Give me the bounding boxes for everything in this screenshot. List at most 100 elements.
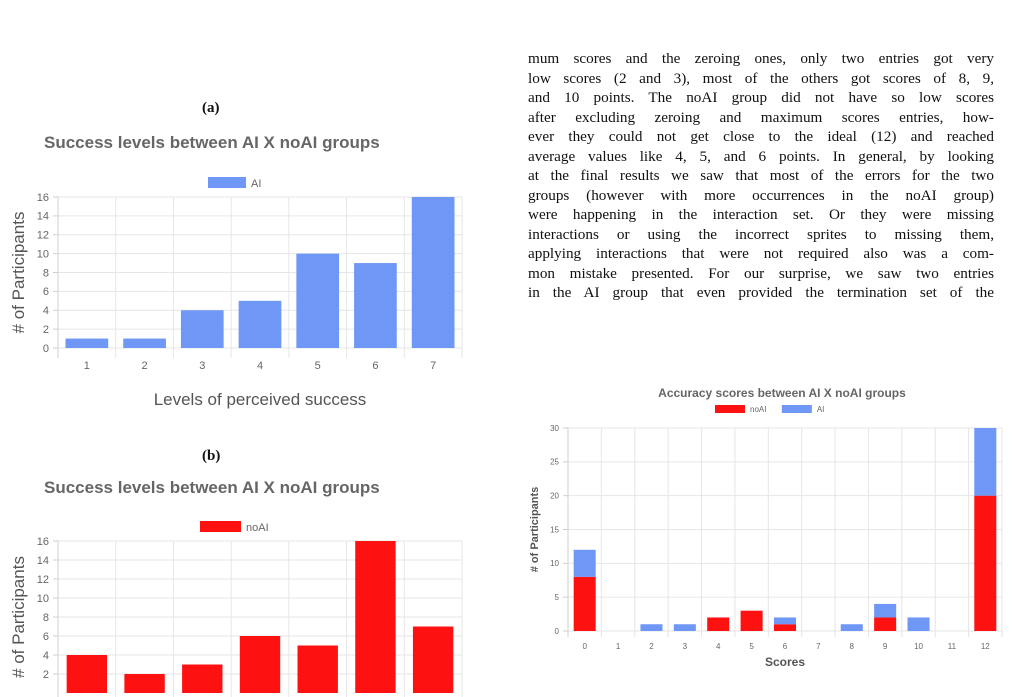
chart-a-xtick-label: 7 [430,360,436,372]
chart-c-bar-noai-9 [874,617,897,631]
body-line: at the final results we saw that most of… [528,167,994,184]
chart-c-ytick-label: 20 [550,491,559,500]
chart-b-ytick-label: 10 [37,593,49,605]
chart-a-xtick-label: 5 [315,360,321,372]
chart-c-ytick-label: 5 [555,593,560,602]
chart-a-xtick-label: 1 [84,360,90,372]
chart-c-bar-ai-6 [773,617,797,625]
chart-b-bar-noai-1 [66,655,108,693]
body-line: and 10 points. The noAI group did not ha… [528,89,994,106]
body-line: mon mistake presented. For our surprise,… [528,264,994,282]
chart-c-ytick-label: 0 [555,627,560,636]
chart-c-bar-noai-5 [740,610,763,631]
chart-c-xtick-label: 12 [981,642,990,651]
chart-c-xtick-label: 5 [749,642,754,651]
chart-a-ytick-label: 16 [37,192,49,204]
chart-a-xtick-label: 3 [199,360,205,372]
chart-c-xtick-label: 8 [850,642,855,651]
chart-a-ytick-label: 6 [43,286,49,298]
chart-a-bar-ai-1 [65,338,109,348]
chart-a-ytick-label: 0 [43,343,49,355]
chart-c-xtick-label: 2 [649,642,654,651]
chart-b-bar-noai-7 [412,626,454,693]
body-line: applying interactions that were not requ… [528,245,994,262]
chart-c-bar-ai-9 [874,603,897,618]
chart-c-xtick-label: 4 [716,642,721,651]
chart-b-bar-noai-6 [355,541,396,693]
chart-c-ylabel: # of Participants [529,487,541,573]
body-line: in the AI group that even provided the t… [528,284,994,301]
chart-a-bar-ai-5 [296,253,340,348]
chart-b-legend-label-noai: noAI [246,522,269,534]
body-line: groups (however with more occurrences in… [528,186,994,204]
chart-c-bar-noai-0 [573,576,596,631]
body-line: mum scores and the zeroing ones, only tw… [528,50,994,67]
chart-c-xtick-label: 7 [816,642,821,651]
chart-a-bar-ai-4 [238,300,282,348]
body-line: were happening in the interaction set. O… [528,206,994,223]
chart-b-legend-swatch-noai [200,521,241,532]
body-line: low scores (2 and 3), most of the others… [528,69,994,87]
chart-b-ytick-label: 6 [43,631,49,643]
chart-b-ytick-label: 16 [37,536,49,548]
chart-b-ytick-label: 2 [43,669,49,681]
chart-b-title: Success levels between AI X noAI groups [44,478,380,497]
chart-c-legend-label-ai: AI [817,405,825,414]
chart-c-bar-ai-3 [673,624,696,631]
chart-c-xtick-label: 3 [683,642,688,651]
chart-a-ylabel: # of Participants [9,212,28,334]
chart-c-xlabel: Scores [765,655,805,669]
chart-b-ytick-label: 8 [43,612,49,624]
chart-a-title: Success levels between AI X noAI groups [44,133,380,152]
chart-a-legend-label-ai: AI [251,178,261,190]
chart-c-bar-noai-12 [974,495,997,631]
chart-c-ytick-label: 10 [550,559,559,568]
chart-b-ytick-label: 14 [37,555,49,567]
chart-c-bar-ai-0 [573,549,596,577]
body-text: mum scores and the zeroing ones, only tw… [528,49,994,303]
chart-c-title: Accuracy scores between AI X noAI groups [658,386,906,400]
chart-c-ytick-label: 25 [550,458,559,467]
chart-c-legend-swatch-ai [781,405,812,413]
caption-b: (b) [202,448,221,464]
chart-c-bar-ai-10 [907,617,930,631]
chart-b-ylabel: # of Participants [9,556,28,678]
chart-b-ytick-label: 12 [37,574,49,586]
chart-c-legend-label-noai: noAI [750,405,766,414]
chart-c-bar-noai-6 [773,624,797,631]
chart-c-ytick-label: 15 [550,525,559,534]
chart-a-xtick-label: 2 [142,360,148,372]
chart-a-bar-ai-6 [354,263,397,348]
body-line: ever they could not get close to the ide… [528,128,994,145]
chart-c-bar-noai-4 [707,617,730,631]
chart-c-bar-ai-12 [974,428,997,496]
body-line: interactions or using the incorrect spri… [528,225,994,243]
chart-a-bar-ai-2 [123,338,166,348]
chart-b-bar-noai-2 [124,674,165,693]
chart-b-ytick-label: 4 [43,650,49,662]
chart-a-ytick-label: 4 [43,305,49,317]
body-line: after excluding zeroing and maximum scor… [528,108,994,126]
chart-c-ytick-label: 30 [550,424,559,433]
chart-c-xtick-label: 9 [883,642,888,651]
chart-a-xlabel: Levels of perceived success [154,390,367,409]
chart-b-bar-noai-4 [239,636,281,693]
chart-c-xtick-label: 0 [582,642,587,651]
chart-a-ytick-label: 10 [37,248,49,260]
chart-a-ytick-label: 14 [37,211,49,223]
chart-a-ytick-label: 2 [43,324,49,336]
chart-c-bar-ai-2 [640,624,663,631]
body-line: average values like 4, 5, and 6 points. … [528,147,994,165]
chart-c-bar-ai-8 [840,624,863,631]
chart-b: 2 4 6 8 10 12 14 16 noAI # of Participants [9,521,463,697]
chart-b-bar-noai-5 [297,645,338,693]
chart-c-xtick-label: 6 [783,642,788,651]
chart-a-bar-ai-7 [411,197,455,348]
chart-a-ytick-label: 8 [43,267,49,279]
chart-a-xtick-label: 4 [257,360,263,372]
chart-a-bar-ai-3 [180,310,224,348]
caption-a: (a) [202,100,220,116]
chart-a-xtick-label: 6 [372,360,378,372]
